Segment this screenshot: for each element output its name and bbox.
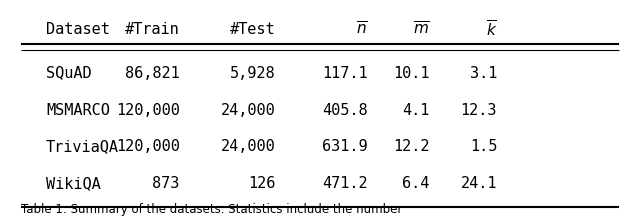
Text: 405.8: 405.8: [322, 103, 368, 117]
Text: $\overline{k}$: $\overline{k}$: [486, 20, 497, 40]
Text: TriviaQA: TriviaQA: [46, 139, 119, 154]
Text: 10.1: 10.1: [393, 66, 429, 81]
Text: 24.1: 24.1: [461, 176, 497, 191]
Text: 4.1: 4.1: [402, 103, 429, 117]
Text: MSMARCO: MSMARCO: [46, 103, 110, 117]
Text: 6.4: 6.4: [402, 176, 429, 191]
Text: 12.3: 12.3: [461, 103, 497, 117]
Text: 631.9: 631.9: [322, 139, 368, 154]
Text: $\overline{m}$: $\overline{m}$: [413, 21, 429, 38]
Text: SQuAD: SQuAD: [46, 66, 92, 81]
Text: Table 1: Summary of the datasets. Statistics include the number: Table 1: Summary of the datasets. Statis…: [20, 204, 402, 216]
Text: 1.5: 1.5: [470, 139, 497, 154]
Text: 86,821: 86,821: [125, 66, 180, 81]
Text: 126: 126: [248, 176, 275, 191]
Text: 3.1: 3.1: [470, 66, 497, 81]
Text: Dataset: Dataset: [46, 22, 110, 37]
Text: #Test: #Test: [230, 22, 275, 37]
Text: 24,000: 24,000: [221, 139, 275, 154]
Text: 120,000: 120,000: [116, 103, 180, 117]
Text: 873: 873: [152, 176, 180, 191]
Text: 117.1: 117.1: [322, 66, 368, 81]
Text: 12.2: 12.2: [393, 139, 429, 154]
Text: 5,928: 5,928: [230, 66, 275, 81]
Text: 24,000: 24,000: [221, 103, 275, 117]
Text: #Train: #Train: [125, 22, 180, 37]
Text: WikiQA: WikiQA: [46, 176, 100, 191]
Text: 471.2: 471.2: [322, 176, 368, 191]
Text: $\overline{n}$: $\overline{n}$: [356, 21, 368, 38]
Text: 120,000: 120,000: [116, 139, 180, 154]
